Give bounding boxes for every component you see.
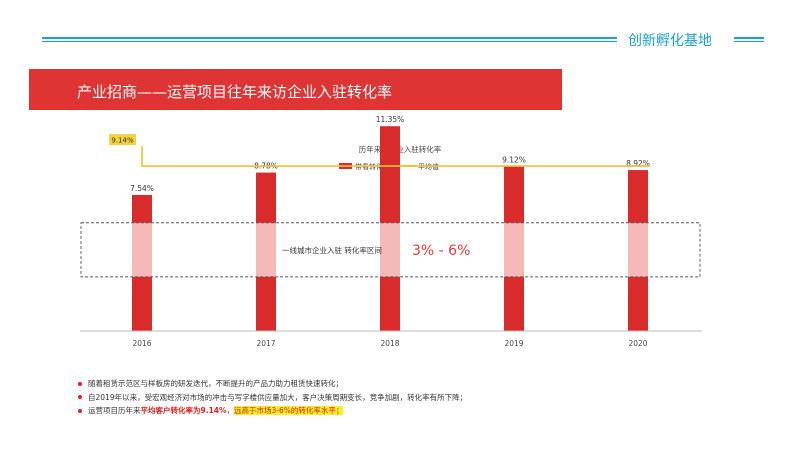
band-box xyxy=(80,222,701,278)
band-bar-overlay-2018 xyxy=(380,222,400,277)
note-3-highlight-yellow: 远高于市场3-6%的转化率水平； xyxy=(234,406,344,415)
x-tick-2016: 2016 xyxy=(132,339,151,348)
data-label-2019: 9.12% xyxy=(502,155,526,164)
banner-title: 产业招商——运营项目往年来访企业入驻转化率 xyxy=(77,83,393,101)
x-tick-2020: 2020 xyxy=(628,339,647,348)
header-rule xyxy=(42,37,617,39)
average-label: 9.14% xyxy=(111,137,134,145)
band-bar-overlay-2017 xyxy=(256,222,276,277)
data-label-2016: 7.54% xyxy=(130,184,154,193)
x-tick-2019: 2019 xyxy=(504,339,523,348)
band-bar-overlay-2019 xyxy=(504,222,524,277)
note-3: 运营项目历年来平均客户转化率为9.14%，远高于市场3-6%的转化率水平； xyxy=(78,404,467,418)
x-axis: 2016 2017 2018 2019 2020 xyxy=(80,330,702,348)
average-line xyxy=(141,146,650,167)
x-tick-2017: 2017 xyxy=(256,339,275,348)
note-2: 自2019年以来，受宏观经济对市场的冲击与写字楼供应量加大，客户决策周期变长，竞… xyxy=(78,391,467,405)
notes: 随着租赁示范区与样板房的研发迭代，不断提升的产品力助力租赁快速转化； 自2019… xyxy=(78,377,467,418)
band-bar-overlay-2016 xyxy=(132,222,152,277)
note-3-mid: ， xyxy=(226,406,235,415)
band-label: 一线城市企业入驻 转化率区间 xyxy=(282,245,382,255)
market-band-group: 一线城市企业入驻 转化率区间 3% - 6% xyxy=(80,222,701,278)
header-rule-short xyxy=(734,37,764,39)
note-3-highlight-red: 平均客户转化率为9.14% xyxy=(140,406,227,415)
x-tick-2018: 2018 xyxy=(380,339,399,348)
note-3-pre: 运营项目历年来 xyxy=(88,406,141,415)
average-line-group: 9.14% xyxy=(109,134,650,167)
chart-title: 历年来访企业入驻转化率 xyxy=(359,144,442,154)
section-banner: 产业招商——运营项目往年来访企业入驻转化率 xyxy=(29,69,562,110)
note-2-text: 自2019年以来，受宏观经济对市场的冲击与写字楼供应量加大，客户决策周期变长，竞… xyxy=(88,392,468,402)
average-label-box xyxy=(109,134,136,146)
note-1: 随着租赁示范区与样板房的研发迭代，不断提升的产品力助力租赁快速转化； xyxy=(78,377,467,391)
band-bar-overlay-2020 xyxy=(628,222,648,277)
data-label-2018: 11.35% xyxy=(376,115,405,124)
header-title: 创新孵化基地 xyxy=(628,33,712,49)
data-label-2020: 8.92% xyxy=(626,159,650,168)
note-1-text: 随着租赁示范区与样板房的研发迭代，不断提升的产品力助力租赁快速转化； xyxy=(88,379,343,388)
band-range-label: 3% - 6% xyxy=(412,243,470,259)
header-rule-thin xyxy=(42,41,617,42)
header-rule-short-thin xyxy=(734,41,764,42)
